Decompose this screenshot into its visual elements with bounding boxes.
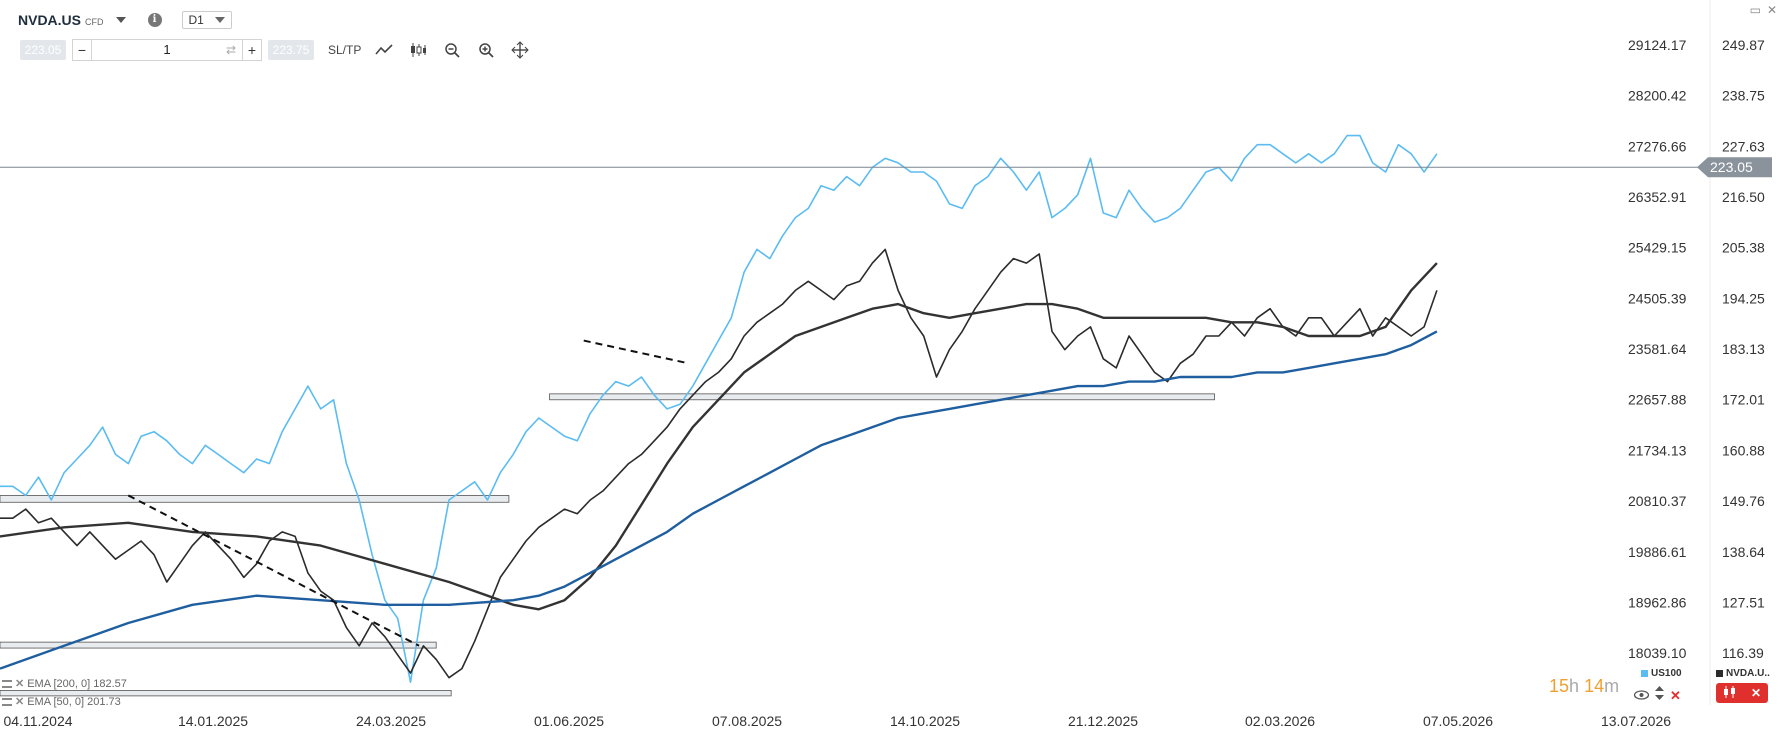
y-right-tick: 116.39 <box>1722 645 1764 661</box>
current-price-label: 223.05 <box>1710 159 1753 175</box>
reorder-icon[interactable] <box>1655 686 1664 705</box>
y-right-tick: 227.63 <box>1722 138 1765 154</box>
series-line-ema-50-0- <box>0 262 1438 611</box>
y-right-tick: 183.13 <box>1722 341 1765 357</box>
eye-icon[interactable] <box>1633 687 1650 705</box>
x-tick: 14.10.2025 <box>890 713 960 729</box>
y-left-tick: 27276.66 <box>1628 138 1687 154</box>
sell-price-button[interactable]: 223.05 <box>20 40 66 60</box>
indicator-label: EMA [200, 0] 182.57 <box>27 677 127 690</box>
quantity-input[interactable]: 1 ⇄ <box>91 40 243 60</box>
y-right-tick: 194.25 <box>1722 290 1765 306</box>
y-left-tick: 25429.15 <box>1628 240 1687 256</box>
series-swatch <box>1716 670 1723 677</box>
buy-price-button[interactable]: 223.75 <box>268 40 314 60</box>
us100-controls: ✕ <box>1633 686 1681 705</box>
line-chart-icon[interactable] <box>373 39 395 61</box>
trendline-1 <box>583 339 689 365</box>
y-right-tick: 138.64 <box>1722 544 1765 560</box>
y-left-tick: 20810.37 <box>1628 493 1687 509</box>
remove-icon[interactable]: ✕ <box>15 696 25 708</box>
settings-icon[interactable] <box>2 697 12 706</box>
zoom-in-icon[interactable] <box>475 39 497 61</box>
remove-series-icon[interactable]: ✕ <box>1750 686 1762 700</box>
y-left-tick: 18962.86 <box>1628 594 1687 610</box>
repeat-icon[interactable]: ⇄ <box>225 43 236 57</box>
series-line-ema-200-0- <box>0 330 1438 670</box>
legend-nvda[interactable]: NVDA.U.. <box>1716 668 1770 679</box>
y-right-tick: 160.88 <box>1722 442 1765 458</box>
x-tick: 07.05.2026 <box>1423 713 1493 729</box>
y-right-tick: 205.38 <box>1722 240 1765 256</box>
support-zone-2 <box>0 690 452 697</box>
x-tick: 24.03.2025 <box>356 713 426 729</box>
y-left-tick: 21734.13 <box>1628 442 1687 458</box>
increase-button[interactable]: + <box>247 42 257 58</box>
y-left-tick: 19886.61 <box>1628 544 1687 560</box>
current-price-tag <box>1697 157 1772 178</box>
remove-series-icon[interactable]: ✕ <box>1670 687 1681 703</box>
y-right-tick: 127.51 <box>1722 594 1765 610</box>
trendline-0 <box>127 494 420 647</box>
maximize-icon[interactable]: ▭ <box>1749 3 1761 17</box>
y-right-tick: 172.01 <box>1722 392 1765 408</box>
candle-timer: 15h 14m <box>1549 676 1620 696</box>
x-tick: 21.12.2025 <box>1068 713 1138 729</box>
x-tick: 04.11.2024 <box>3 713 72 729</box>
indicator-ema-200[interactable]: ✕ EMA [200, 0] 182.57 <box>2 677 127 690</box>
top-toolbar: NVDA.US CFD i D1 <box>18 8 232 32</box>
info-icon[interactable]: i <box>147 13 162 27</box>
indicator-ema-50[interactable]: ✕ EMA [50, 0] 201.73 <box>2 695 121 708</box>
y-right-tick: 249.87 <box>1722 37 1765 53</box>
y-left-tick: 29124.17 <box>1628 37 1687 53</box>
trade-bar: 223.05 − 1 ⇄ + 223.75 SL/TP <box>20 39 531 61</box>
series-line-us100 <box>0 134 1438 684</box>
timeframe-select[interactable]: D1 <box>181 11 232 29</box>
close-icon[interactable]: ✕ <box>1766 3 1777 17</box>
y-right-tick: 238.75 <box>1722 88 1765 104</box>
x-tick: 01.06.2025 <box>534 713 604 729</box>
symbol-dropdown-icon[interactable] <box>115 17 126 23</box>
candlestick-icon[interactable] <box>1723 685 1737 701</box>
support-zone-1 <box>0 641 437 649</box>
series-line-nvda-us <box>0 248 1438 679</box>
x-tick: 02.03.2026 <box>1245 713 1315 729</box>
chevron-down-icon <box>214 17 225 23</box>
symbol-name[interactable]: NVDA.US <box>18 12 82 28</box>
x-tick: 07.08.2025 <box>712 713 782 729</box>
y-left-tick: 26352.91 <box>1628 189 1687 205</box>
indicator-label: EMA [50, 0] 201.73 <box>27 695 121 708</box>
y-left-tick: 24505.39 <box>1628 290 1687 306</box>
support-zone-3 <box>549 393 1215 401</box>
window-controls: ▭ ✕ <box>1750 3 1777 17</box>
remove-icon[interactable]: ✕ <box>15 678 25 690</box>
candlestick-icon[interactable] <box>407 39 429 61</box>
y-right-tick: 149.76 <box>1722 493 1765 509</box>
quantity-stepper[interactable]: − 1 ⇄ + <box>72 39 262 61</box>
series-swatch <box>1641 670 1648 677</box>
x-tick: 14.01.2025 <box>178 713 248 729</box>
y-left-tick: 22657.88 <box>1628 392 1687 408</box>
y-left-tick: 23581.64 <box>1628 341 1687 357</box>
settings-icon[interactable] <box>2 679 12 688</box>
y-left-tick: 18039.10 <box>1628 645 1687 661</box>
decrease-button[interactable]: − <box>77 42 87 58</box>
y-right-tick: 216.50 <box>1722 189 1765 205</box>
nvda-series-controls[interactable]: ✕ <box>1716 683 1768 703</box>
zoom-out-icon[interactable] <box>441 39 463 61</box>
x-tick: 13.07.2026 <box>1601 713 1671 729</box>
instrument-type: CFD <box>85 16 104 27</box>
timeframe-value: D1 <box>188 13 204 27</box>
sltp-button[interactable]: SL/TP <box>328 43 362 57</box>
legend-us100[interactable]: US100 <box>1641 668 1682 679</box>
support-zone-0 <box>0 495 510 503</box>
move-icon[interactable] <box>509 39 531 61</box>
y-left-tick: 28200.42 <box>1628 88 1687 104</box>
